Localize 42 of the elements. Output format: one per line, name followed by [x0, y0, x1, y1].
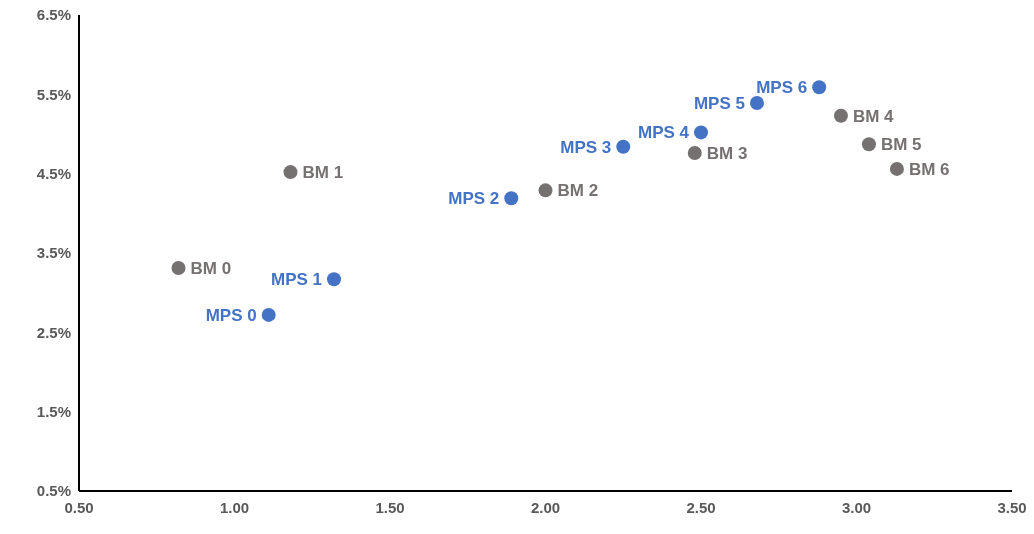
- annotation: MPS 2: [448, 189, 500, 209]
- y-tick-label: 2.5%: [36, 323, 71, 341]
- annotation: MPS 1: [270, 270, 323, 290]
- annotation: MPS 6: [756, 78, 808, 98]
- point: [694, 125, 708, 140]
- point: [261, 307, 276, 322]
- point: [812, 80, 827, 95]
- annotation: MPS 3: [560, 137, 612, 157]
- y-tick-label: 3.5%: [36, 244, 71, 262]
- annotation: MPS 5: [693, 94, 745, 114]
- point: [833, 108, 848, 123]
- x-tick-label: 1.50: [375, 499, 405, 516]
- annotation: BM 6: [908, 159, 950, 179]
- annotation: MPS 4: [637, 123, 690, 143]
- annotation: BM 4: [852, 106, 895, 126]
- annotation: BM 1: [302, 163, 344, 183]
- x-tick-label: 3.50: [997, 499, 1027, 516]
- x-tick-label: 3.00: [841, 499, 872, 516]
- point: [687, 146, 702, 161]
- point: [171, 261, 186, 276]
- x-tick-label: 2.00: [530, 499, 561, 516]
- x-tick-label: 2.50: [686, 499, 716, 516]
- point: [327, 272, 342, 287]
- point: [616, 139, 631, 154]
- annotation: BM 5: [880, 135, 922, 155]
- y-tick-label: 0.5%: [36, 482, 71, 500]
- annotation: BM 3: [706, 143, 748, 163]
- point: [538, 183, 553, 198]
- x-tick-label: 1.00: [219, 499, 250, 516]
- annotation: BM 2: [557, 181, 599, 201]
- annotation: BM 0: [190, 259, 232, 279]
- point: [283, 165, 298, 180]
- y-tick-label: 4.5%: [36, 164, 71, 182]
- y-tick-label: 5.5%: [36, 85, 71, 103]
- y-tick-label: 6.5%: [36, 6, 71, 24]
- point: [504, 191, 519, 206]
- x-tick-label: 0.50: [64, 499, 94, 516]
- annotation: MPS 0: [205, 305, 257, 325]
- y-tick-label: 1.5%: [36, 402, 71, 420]
- point: [749, 96, 764, 111]
- point: [861, 137, 876, 152]
- point: [889, 161, 904, 176]
